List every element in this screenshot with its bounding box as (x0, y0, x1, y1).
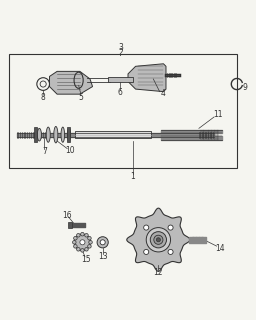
Text: 6: 6 (118, 88, 123, 97)
FancyBboxPatch shape (69, 222, 71, 228)
Bar (9, 54, 237, 168)
Ellipse shape (150, 232, 166, 248)
Ellipse shape (46, 127, 50, 142)
Ellipse shape (61, 127, 65, 142)
Ellipse shape (68, 128, 70, 141)
Text: 5: 5 (79, 93, 84, 102)
Text: 4: 4 (161, 89, 166, 98)
Ellipse shape (54, 126, 58, 143)
Ellipse shape (74, 244, 77, 248)
Ellipse shape (37, 128, 41, 141)
Ellipse shape (74, 234, 91, 251)
Ellipse shape (168, 225, 173, 230)
Polygon shape (127, 208, 190, 271)
Text: 14: 14 (216, 244, 225, 252)
Ellipse shape (77, 234, 80, 237)
Text: 15: 15 (81, 255, 91, 264)
FancyBboxPatch shape (67, 127, 70, 142)
Text: 11: 11 (213, 110, 223, 119)
Polygon shape (49, 71, 93, 94)
Text: 12: 12 (154, 268, 163, 277)
Ellipse shape (80, 240, 85, 245)
Text: 1: 1 (131, 172, 135, 181)
FancyBboxPatch shape (75, 131, 151, 138)
Text: 8: 8 (41, 93, 46, 102)
Text: 3: 3 (118, 43, 123, 52)
FancyBboxPatch shape (34, 127, 37, 142)
Ellipse shape (146, 228, 170, 252)
Ellipse shape (88, 244, 91, 248)
Ellipse shape (168, 249, 173, 254)
Text: 7: 7 (42, 147, 47, 156)
Ellipse shape (100, 240, 105, 245)
Ellipse shape (144, 249, 149, 254)
Ellipse shape (85, 234, 88, 237)
Text: 16: 16 (62, 211, 71, 220)
Ellipse shape (154, 235, 163, 244)
Ellipse shape (97, 237, 108, 248)
Ellipse shape (74, 236, 77, 240)
Text: 9: 9 (242, 83, 247, 92)
Ellipse shape (89, 241, 92, 244)
Text: 10: 10 (65, 146, 74, 155)
Ellipse shape (81, 232, 84, 236)
Ellipse shape (72, 241, 76, 244)
Ellipse shape (81, 249, 84, 252)
Ellipse shape (144, 225, 149, 230)
Ellipse shape (156, 238, 161, 242)
Text: 13: 13 (98, 252, 108, 261)
Ellipse shape (88, 236, 91, 240)
FancyBboxPatch shape (108, 77, 133, 82)
Ellipse shape (85, 248, 88, 251)
Polygon shape (128, 64, 166, 92)
Text: 2: 2 (118, 48, 123, 57)
Ellipse shape (77, 248, 80, 251)
